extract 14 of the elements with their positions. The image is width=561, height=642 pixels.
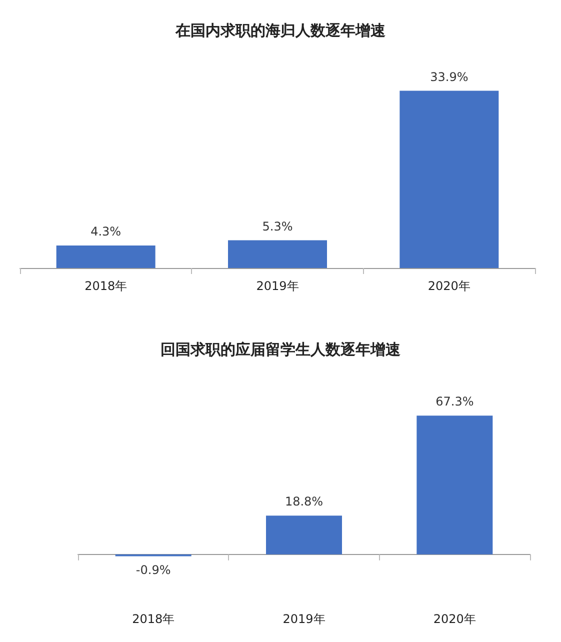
data-label: 4.3% <box>90 224 122 239</box>
x-tick-label: 2018年 <box>84 279 128 293</box>
data-label: -0.9% <box>136 563 171 578</box>
data-label: 33.9% <box>430 70 468 84</box>
x-tick-label: 2020年 <box>433 612 476 626</box>
x-tick-label: 2018年 <box>132 612 175 626</box>
data-label: 18.8% <box>284 494 324 509</box>
data-label: 5.3% <box>262 219 293 234</box>
x-tick-label: 2019年 <box>256 279 299 293</box>
data-label: 67.3% <box>436 394 474 409</box>
chart-title: 回国求职的应届留学生人数逐年增速 <box>160 340 402 358</box>
x-tick-label: 2019年 <box>282 612 326 626</box>
chart-title: 在国内求职的海归人数逐年增速 <box>174 22 386 40</box>
x-tick-label: 2020年 <box>428 279 470 293</box>
